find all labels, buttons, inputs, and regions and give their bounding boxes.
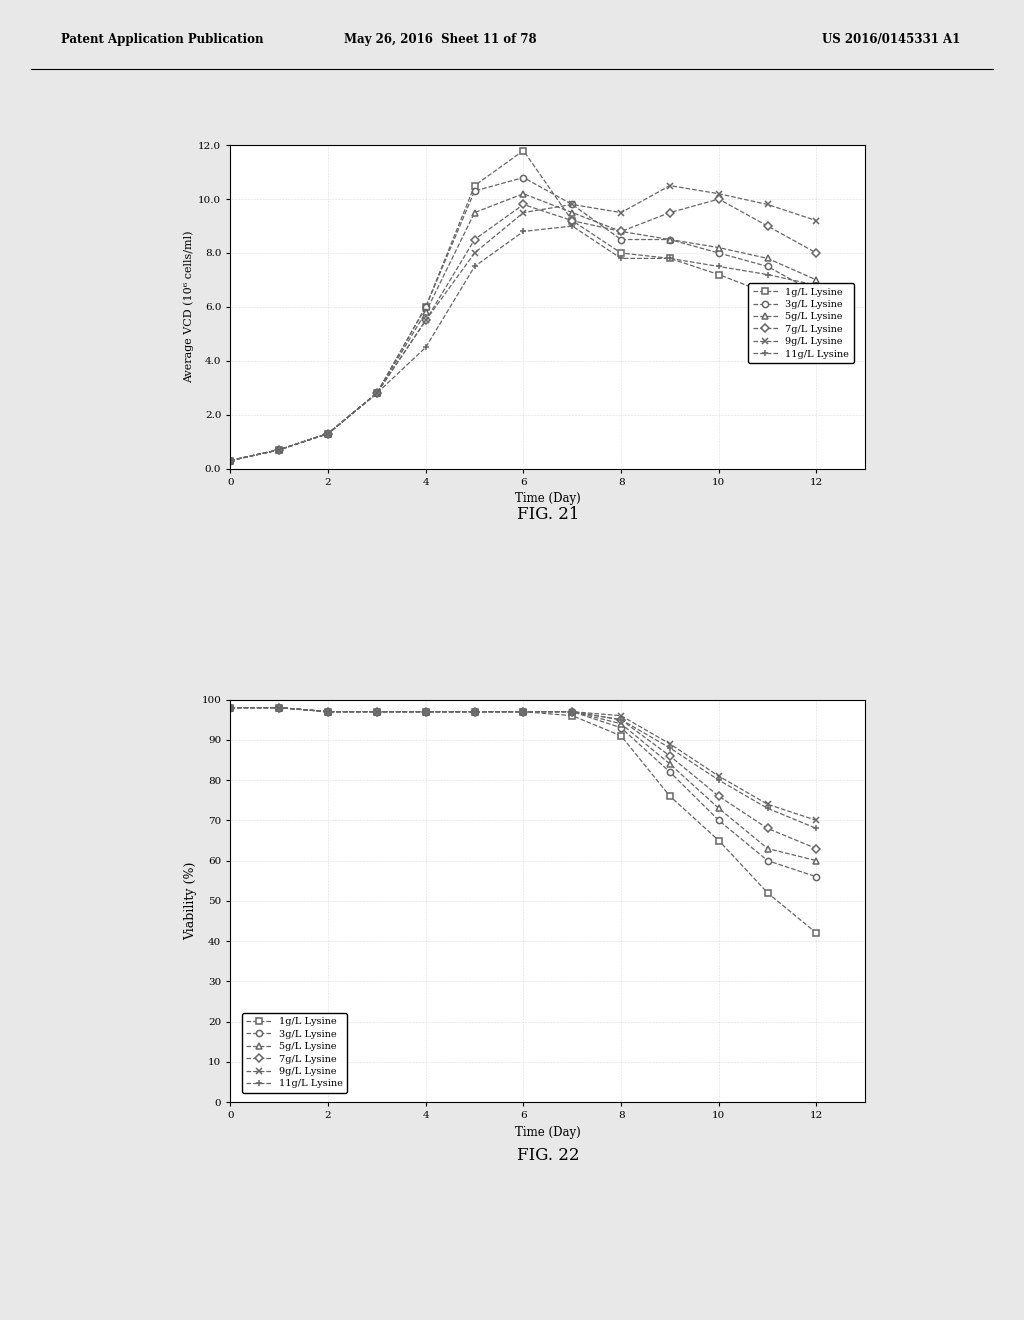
Y-axis label: Average VCD (10⁶ cells/ml): Average VCD (10⁶ cells/ml): [183, 231, 195, 383]
X-axis label: Time (Day): Time (Day): [515, 492, 581, 506]
Text: FIG. 22: FIG. 22: [516, 1147, 580, 1163]
Text: Patent Application Publication: Patent Application Publication: [61, 33, 264, 46]
Text: May 26, 2016  Sheet 11 of 78: May 26, 2016 Sheet 11 of 78: [344, 33, 537, 46]
X-axis label: Time (Day): Time (Day): [515, 1126, 581, 1139]
Legend: 1g/L Lysine, 3g/L Lysine, 5g/L Lysine, 7g/L Lysine, 9g/L Lysine, 11g/L Lysine: 1g/L Lysine, 3g/L Lysine, 5g/L Lysine, 7…: [242, 1012, 347, 1093]
Legend: 1g/L Lysine, 3g/L Lysine, 5g/L Lysine, 7g/L Lysine, 9g/L Lysine, 11g/L Lysine: 1g/L Lysine, 3g/L Lysine, 5g/L Lysine, 7…: [749, 282, 854, 363]
Text: FIG. 21: FIG. 21: [516, 507, 580, 523]
Y-axis label: Viability (%): Viability (%): [184, 862, 198, 940]
Text: US 2016/0145331 A1: US 2016/0145331 A1: [821, 33, 961, 46]
